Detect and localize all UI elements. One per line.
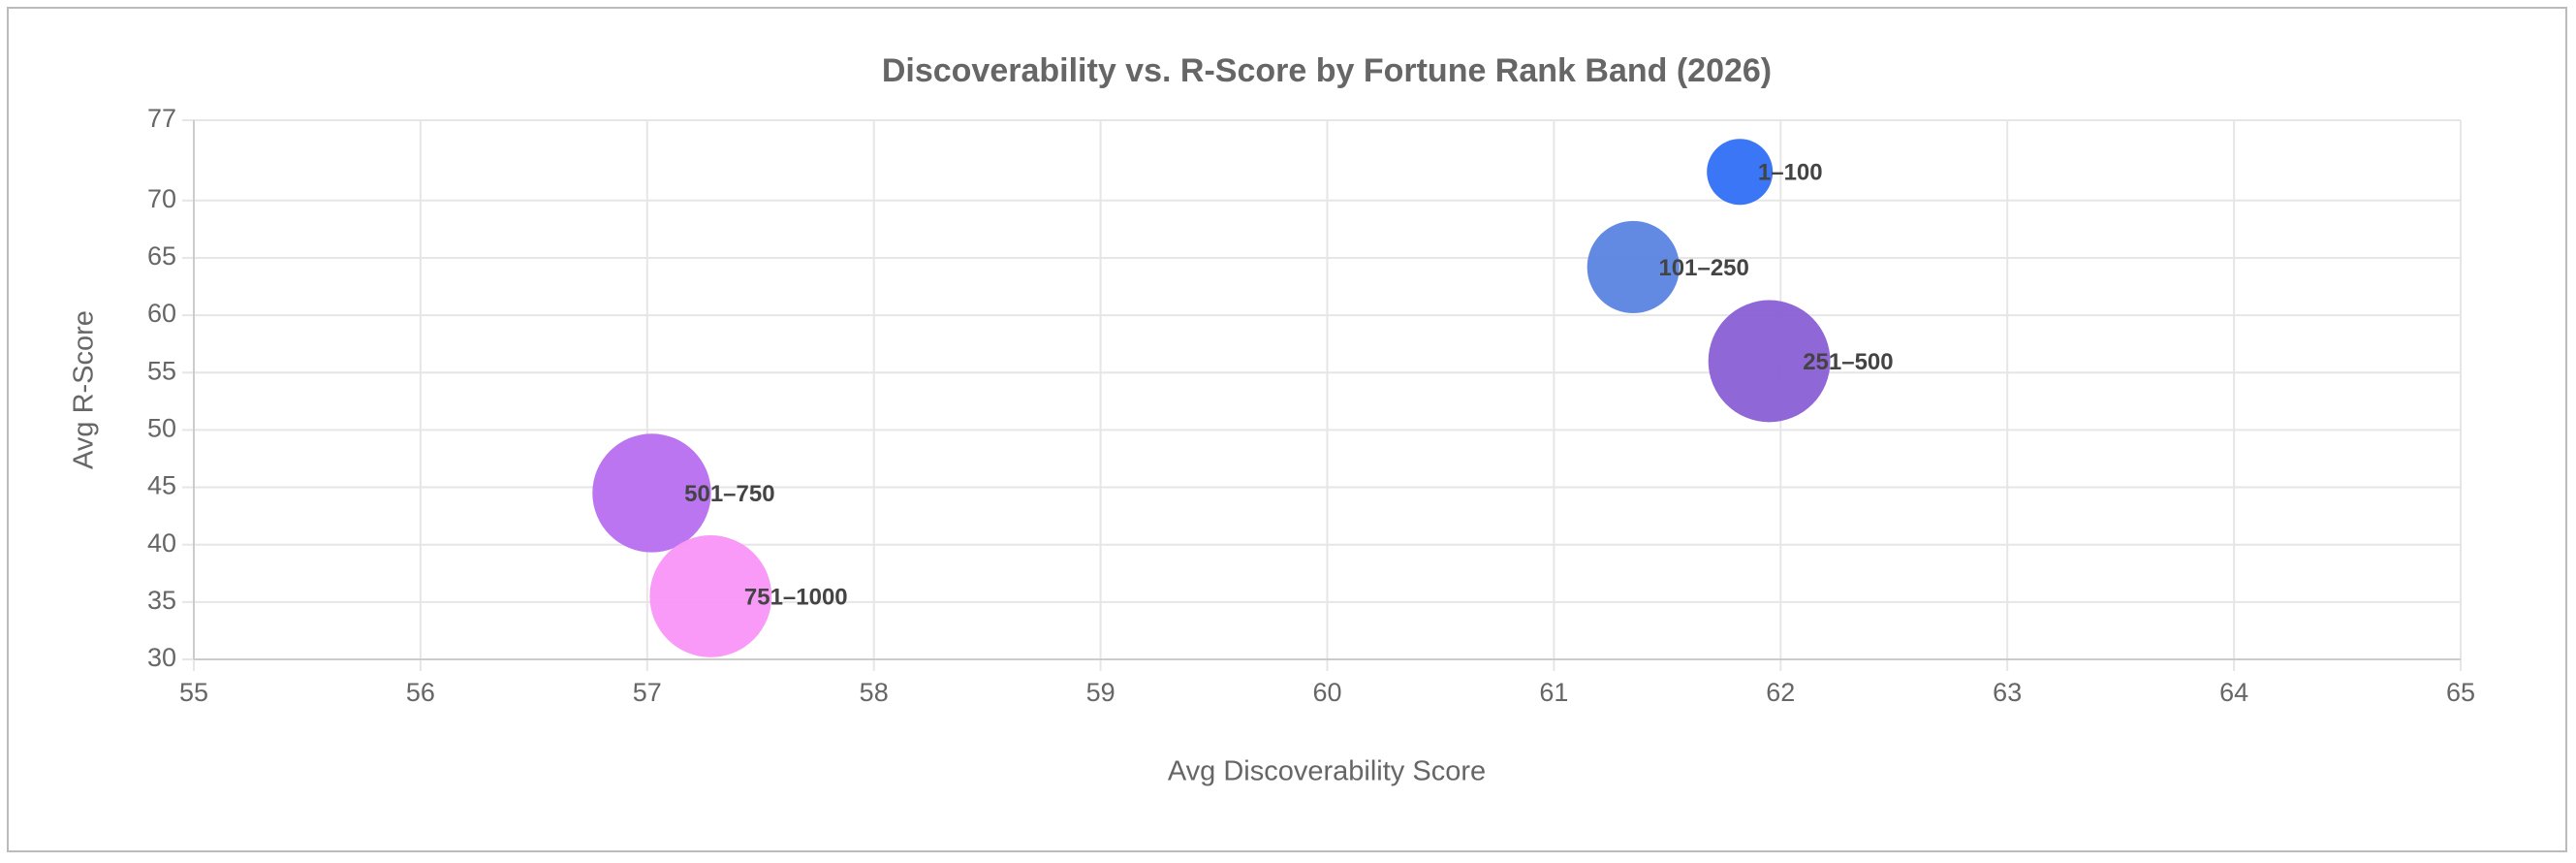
bubble xyxy=(649,535,772,657)
y-tick-label: 30 xyxy=(147,643,176,672)
data-label: 101–250 xyxy=(1658,255,1748,281)
bubble xyxy=(1708,300,1831,423)
x-tick-label: 64 xyxy=(2219,678,2248,707)
data-label: 501–750 xyxy=(684,481,774,507)
bubble xyxy=(1586,220,1680,314)
x-tick-label: 56 xyxy=(406,678,435,707)
data-label: 251–500 xyxy=(1803,349,1893,375)
y-tick-label: 70 xyxy=(147,184,176,213)
x-tick-label: 61 xyxy=(1539,678,1568,707)
bubble xyxy=(1707,139,1774,206)
y-tick-label: 55 xyxy=(147,356,176,385)
data-label: 1–100 xyxy=(1758,160,1823,186)
x-tick-label: 60 xyxy=(1312,678,1341,707)
y-tick-label: 65 xyxy=(147,241,176,271)
chart-title: Discoverability vs. R-Score by Fortune R… xyxy=(882,52,1772,89)
y-tick-label: 40 xyxy=(147,528,176,558)
bubble xyxy=(592,433,711,553)
x-tick-label: 63 xyxy=(1993,678,2022,707)
y-tick-label: 35 xyxy=(147,586,176,615)
y-tick-label: 50 xyxy=(147,414,176,443)
x-axis-label: Avg Discoverability Score xyxy=(1168,756,1486,787)
y-tick-label: 45 xyxy=(147,471,176,500)
x-tick-label: 59 xyxy=(1086,678,1115,707)
y-tick-label: 77 xyxy=(147,104,176,133)
y-tick-label: 60 xyxy=(147,299,176,328)
x-tick-label: 62 xyxy=(1766,678,1795,707)
x-tick-label: 55 xyxy=(179,678,208,707)
x-tick-label: 65 xyxy=(2446,678,2475,707)
data-label: 751–1000 xyxy=(744,584,848,610)
y-axis-label: Avg R-Score xyxy=(69,310,100,469)
x-tick-label: 58 xyxy=(860,678,889,707)
x-tick-label: 57 xyxy=(633,678,662,707)
